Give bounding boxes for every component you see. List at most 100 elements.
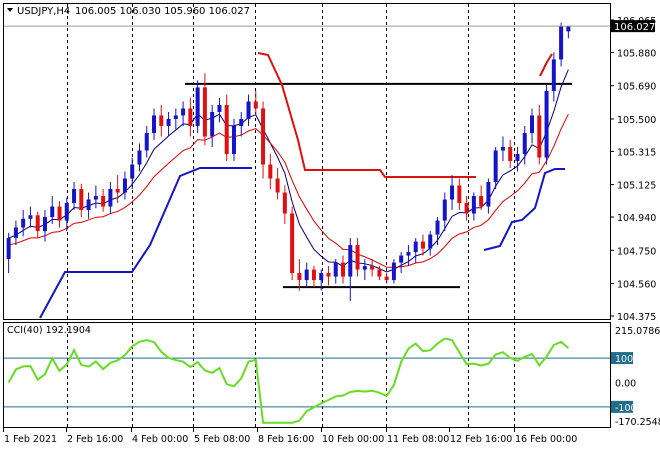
price-label-9: 104.375	[617, 312, 656, 323]
lower-band-2	[483, 168, 565, 251]
candle	[64, 197, 69, 232]
candle	[399, 252, 404, 274]
candle	[348, 238, 353, 302]
candle	[42, 210, 47, 242]
candle	[479, 185, 484, 211]
cci-level-100-box	[611, 352, 633, 365]
cci-levels	[4, 357, 610, 408]
symbol-dropdown-icon[interactable]	[7, 8, 13, 12]
candle	[319, 269, 324, 291]
candle	[413, 238, 418, 263]
candle	[333, 259, 338, 284]
candle	[341, 255, 346, 284]
price-label-3: 105.500	[617, 115, 656, 126]
candle	[195, 80, 200, 133]
symbol-timeframe: USDJPY,H4	[17, 6, 70, 17]
price-label-8: 104.560	[617, 280, 656, 291]
candle	[282, 185, 287, 225]
cci-axis: 215.0786 100 0.00 -100 -170.2548	[611, 326, 660, 428]
price-label-5: 105.125	[617, 181, 656, 192]
candle	[79, 183, 84, 218]
candle	[457, 178, 462, 211]
candle	[13, 220, 18, 246]
candle	[202, 73, 207, 146]
time-label-7: 12 Feb 16:00	[450, 434, 512, 445]
upper-band-2	[539, 53, 553, 77]
candle	[253, 90, 258, 116]
candle	[522, 125, 527, 165]
candle	[355, 238, 360, 277]
candle	[210, 104, 215, 147]
candle	[406, 245, 411, 267]
candle	[544, 83, 549, 165]
candle	[86, 192, 91, 219]
cci-top-label: 215.0786	[615, 326, 660, 337]
candle	[391, 259, 396, 284]
candle	[566, 26, 571, 39]
time-label-2: 4 Feb 00:00	[132, 434, 188, 445]
main-chart-frame	[3, 3, 611, 320]
candle	[290, 206, 295, 281]
candle	[6, 232, 11, 274]
candle	[35, 211, 40, 239]
upper-band	[257, 52, 476, 178]
time-label-3: 5 Feb 08:00	[194, 434, 250, 445]
candle	[559, 22, 564, 67]
cci-level-minus100-box	[611, 400, 633, 413]
candle	[420, 234, 425, 256]
candle	[239, 111, 244, 137]
price-label-2: 105.690	[617, 82, 656, 93]
candle	[442, 192, 447, 232]
candle	[275, 168, 280, 200]
time-label-8: 16 Feb 00:00	[515, 434, 577, 445]
candle	[500, 136, 505, 161]
ohlc-values: 106.005 106.030 105.960 106.027	[75, 6, 250, 17]
horizontal-levels	[185, 82, 572, 289]
moving-averages	[8, 69, 569, 273]
candle	[57, 201, 62, 228]
candle	[28, 206, 33, 228]
time-label-4: 8 Feb 16:00	[258, 434, 314, 445]
candle	[450, 175, 455, 211]
candle	[50, 196, 55, 225]
candle	[537, 104, 542, 165]
candle	[166, 111, 171, 137]
candle	[268, 153, 273, 190]
cci-level-100: 100	[615, 354, 633, 365]
candle	[181, 101, 186, 126]
candle	[137, 143, 142, 172]
candle	[217, 97, 222, 123]
price-axis: 106.065105.880105.690105.500105.315105.1…	[610, 16, 656, 323]
candle	[326, 266, 331, 286]
candle	[508, 139, 513, 168]
time-label-6: 11 Feb 08:00	[387, 434, 449, 445]
candle	[224, 94, 229, 161]
lower-band	[39, 167, 252, 319]
candle	[108, 182, 113, 214]
candle	[21, 210, 26, 237]
candles	[6, 22, 571, 302]
price-label-1: 105.880	[617, 48, 656, 59]
candle	[311, 266, 316, 288]
cci-title: CCI(40) 192.1904	[7, 325, 91, 336]
candle	[304, 262, 309, 288]
cci-level-minus100: -100	[615, 403, 637, 414]
time-label-1: 2 Feb 16:00	[67, 434, 123, 445]
candle	[173, 108, 178, 130]
candle	[101, 189, 106, 212]
cci-panel-frame	[3, 322, 611, 428]
candle	[246, 94, 251, 126]
candle	[377, 266, 382, 281]
candle	[515, 146, 520, 172]
envelope-lines	[39, 52, 565, 319]
candle	[231, 118, 236, 161]
time-axis: 1 Feb 2021 2 Feb 16:00 4 Feb 00:00 5 Feb 08…	[3, 427, 577, 445]
candle	[115, 175, 120, 204]
candle	[435, 217, 440, 246]
current-price-badge	[611, 20, 655, 33]
candle	[471, 192, 476, 221]
candle	[297, 259, 302, 291]
candle	[486, 178, 491, 214]
candle	[370, 259, 375, 277]
